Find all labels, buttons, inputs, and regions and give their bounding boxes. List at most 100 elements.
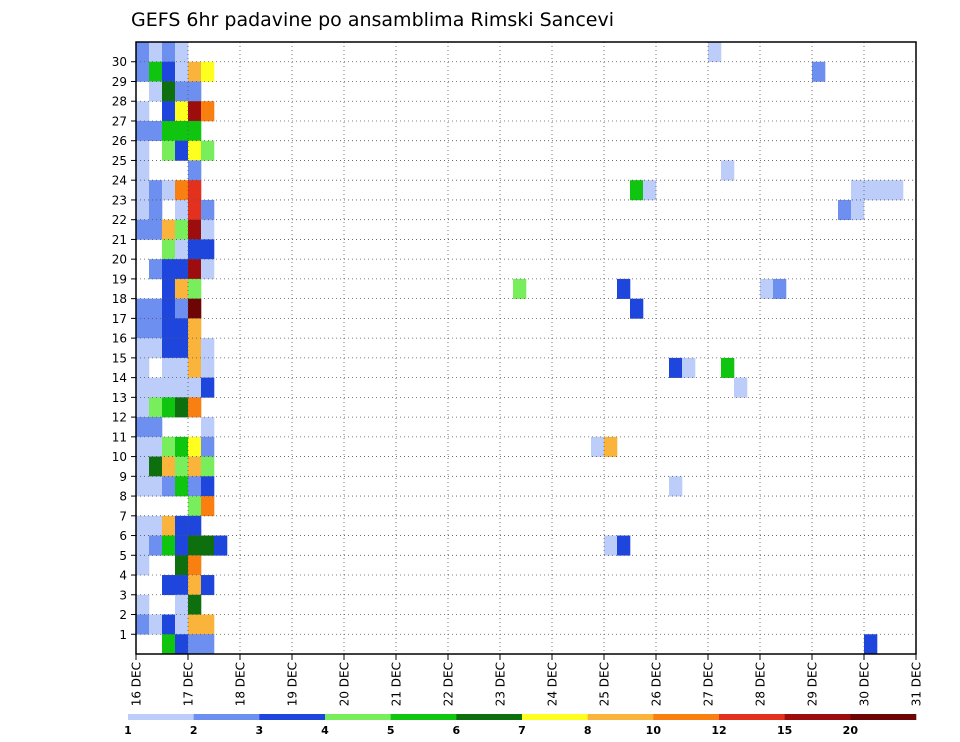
y-label-9: 9: [119, 470, 127, 484]
cell-m9-s2: [162, 456, 176, 477]
cell-m11-s0: [136, 417, 150, 438]
cell-m27-s4: [188, 101, 202, 122]
cell-m0-s5: [201, 634, 215, 655]
cell-m18-s37: [617, 278, 631, 299]
colorbar-segment-0: [128, 714, 194, 720]
y-label-14: 14: [112, 371, 127, 385]
y-label-12: 12: [112, 411, 127, 425]
cell-m26-s0: [136, 120, 150, 142]
cell-m5-s5: [201, 535, 215, 556]
cell-m26-s4: [188, 120, 202, 142]
cell-m24-s45: [721, 160, 735, 181]
cell-m5-s4: [188, 535, 202, 556]
x-label-7: 23 DEC: [494, 662, 508, 706]
cell-m16-s4: [188, 318, 202, 339]
cell-m17-s4: [188, 298, 202, 319]
cell-m15-s5: [201, 338, 215, 359]
cell-m6-s3: [175, 515, 189, 536]
cell-m8-s3: [175, 476, 189, 497]
cells-layer: [136, 42, 904, 655]
cell-m13-s3: [175, 377, 189, 398]
cell-m23-s38: [630, 180, 644, 201]
cell-m23-s4: [188, 180, 202, 201]
cell-m5-s0: [136, 535, 150, 556]
cell-m29-s4: [188, 61, 202, 82]
colorbar-label-1: 1: [124, 724, 132, 737]
cell-m1-s5: [201, 614, 215, 635]
y-label-27: 27: [112, 114, 127, 128]
cell-m16-s2: [162, 318, 176, 339]
y-label-30: 30: [112, 55, 127, 69]
y-label-19: 19: [112, 272, 127, 286]
cell-m14-s45: [721, 357, 735, 378]
cell-m8-s1: [149, 476, 163, 497]
cell-m19-s2: [162, 259, 176, 280]
cell-m20-s5: [201, 239, 215, 260]
x-label-15: 31 DEC: [910, 662, 924, 706]
cell-m12-s2: [162, 397, 176, 418]
x-label-12: 28 DEC: [754, 662, 768, 706]
cell-m7-s5: [201, 496, 215, 517]
cell-m18-s2: [162, 278, 176, 299]
cell-m9-s5: [201, 456, 215, 477]
cell-m10-s3: [175, 436, 189, 457]
cell-m13-s0: [136, 377, 150, 398]
cell-m12-s4: [188, 397, 202, 418]
cell-m17-s1: [149, 298, 163, 319]
cell-m4-s4: [188, 555, 202, 576]
cell-m30-s44: [708, 42, 722, 63]
cell-m5-s37: [617, 535, 631, 556]
colorbar-segment-2: [259, 714, 326, 720]
cell-m9-s4: [188, 456, 202, 477]
cell-m12-s0: [136, 397, 150, 418]
y-label-26: 26: [112, 134, 127, 148]
y-label-1: 1: [119, 628, 127, 642]
cell-m1-s3: [175, 614, 189, 635]
y-label-29: 29: [112, 75, 127, 89]
cell-m1-s1: [149, 614, 163, 635]
cell-m12-s3: [175, 397, 189, 418]
cell-m14-s2: [162, 357, 176, 378]
cell-m30-s3: [175, 42, 189, 63]
cell-m25-s0: [136, 140, 150, 161]
cell-m10-s35: [591, 436, 605, 457]
x-axis: 16 DEC 17 DEC 18 DEC 19 DEC 20 DEC 21 DEC 22 D…: [130, 654, 924, 706]
y-label-22: 22: [112, 213, 127, 227]
cell-m9-s3: [175, 456, 189, 477]
cell-m28-s3: [175, 81, 189, 102]
cell-m13-s1: [149, 377, 163, 398]
cell-m25-s3: [175, 140, 189, 161]
colorbar-segment-7: [587, 714, 654, 720]
colorbar-segment-6: [522, 714, 588, 720]
cell-m28-s1: [149, 81, 163, 102]
cell-m21-s1: [149, 219, 163, 240]
x-label-0: 16 DEC: [130, 662, 144, 706]
cell-m3-s5: [201, 575, 215, 596]
y-label-4: 4: [119, 569, 127, 583]
cell-m1-s4: [188, 614, 202, 635]
cell-m14-s3: [175, 357, 189, 378]
cell-m14-s0: [136, 357, 150, 378]
cell-m22-s1: [149, 199, 163, 220]
cell-m14-s5: [201, 357, 215, 378]
cell-m23-s3: [175, 180, 189, 201]
cell-m27-s0: [136, 101, 150, 122]
x-label-1: 17 DEC: [182, 662, 196, 706]
cell-m18-s48: [760, 278, 774, 299]
cell-m29-s5: [201, 61, 215, 82]
cell-m16-s3: [175, 318, 189, 339]
colorbar-label-6: 6: [453, 724, 461, 737]
cell-m3-s2: [162, 575, 176, 596]
cell-m29-s1: [149, 61, 163, 82]
cell-m7-s4: [188, 496, 202, 517]
cell-m28-s4: [188, 81, 202, 102]
cell-m20-s2: [162, 239, 176, 260]
cell-m17-s2: [162, 298, 176, 319]
cell-m9-s1: [149, 456, 163, 477]
cell-m16-s1: [149, 318, 163, 339]
cell-m6-s1: [149, 515, 163, 536]
cell-m1-s2: [162, 614, 176, 635]
cell-m27-s5: [201, 101, 215, 122]
y-axis: 1234567891011121314151617181920212223242…: [112, 55, 136, 642]
